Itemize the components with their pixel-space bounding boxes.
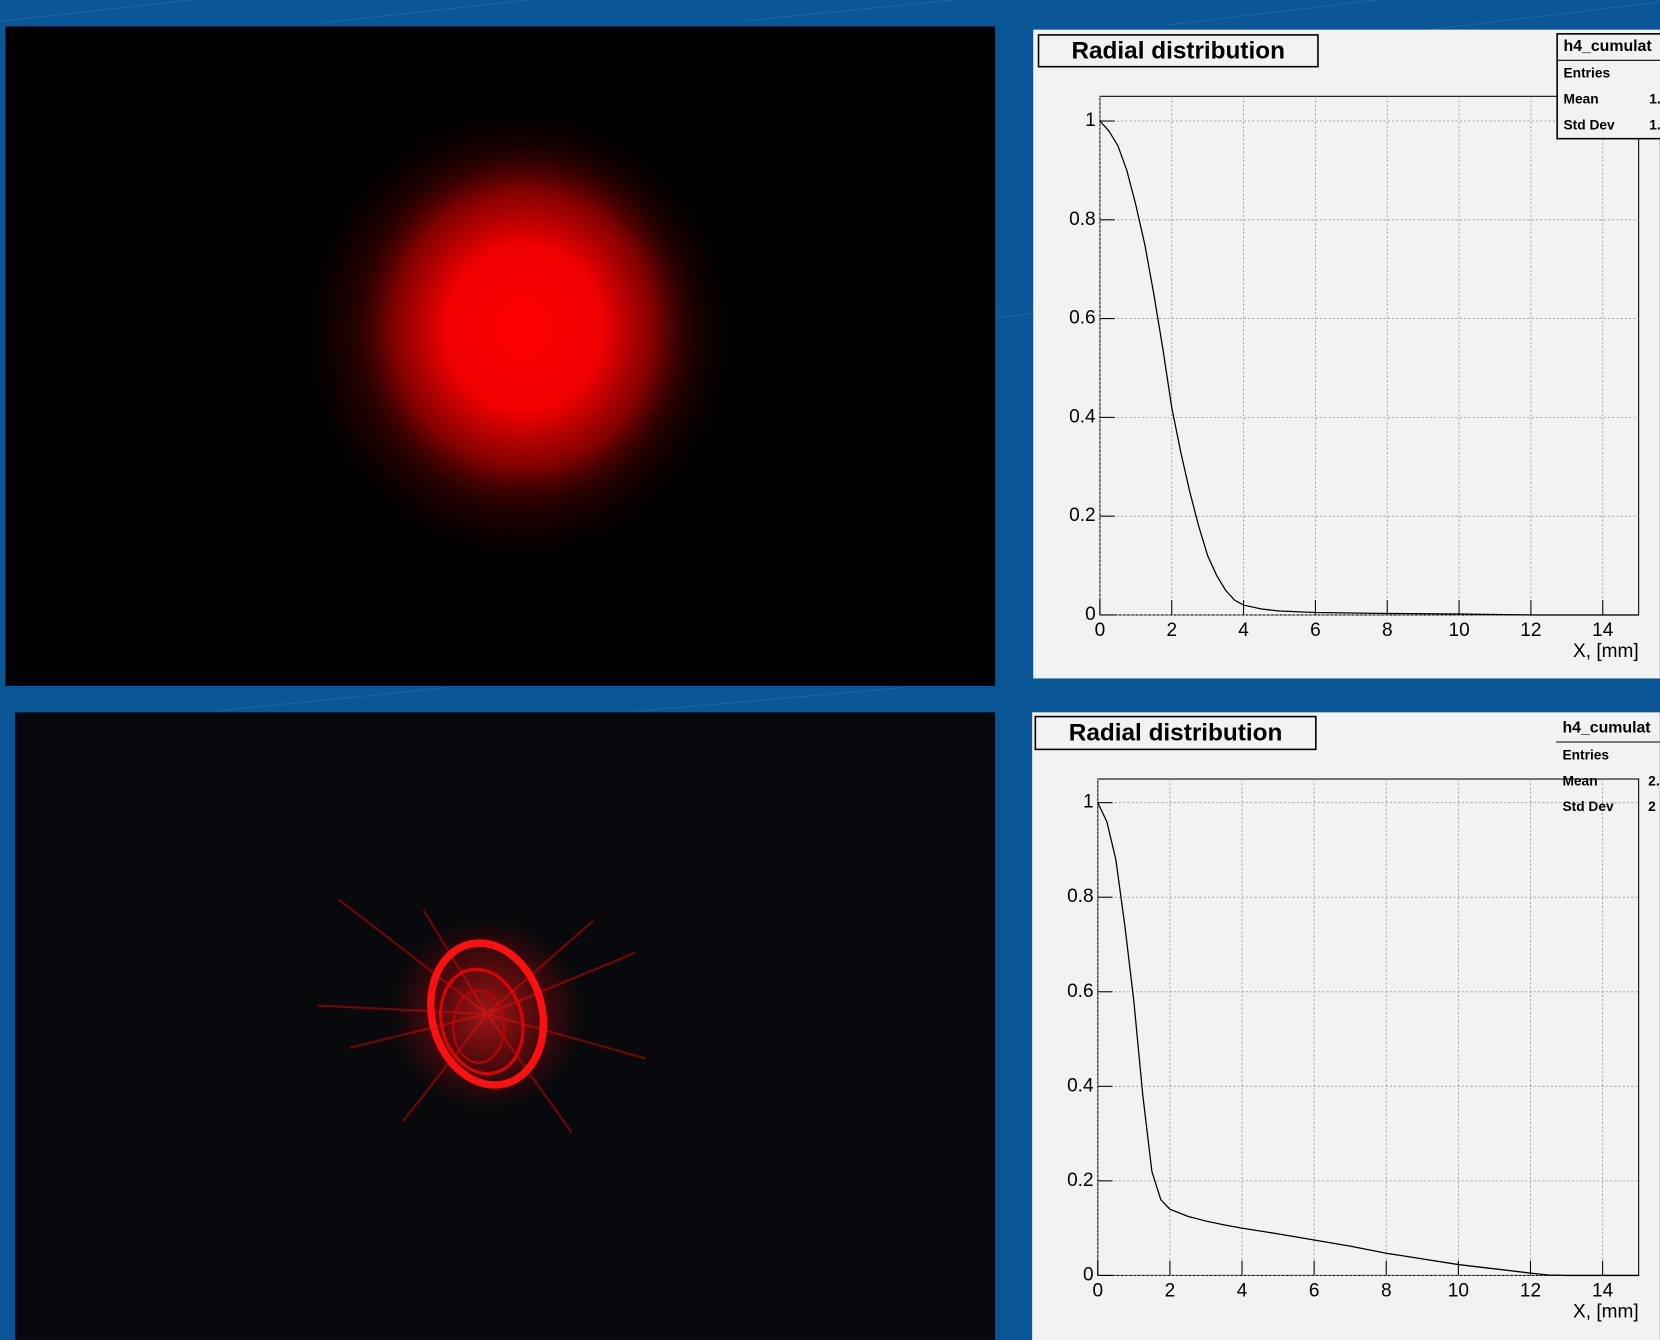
chart-title: Radial distribution xyxy=(1069,719,1283,746)
x-axis-label: X, [mm] xyxy=(1573,1302,1639,1323)
page: {"chart_data": [ {"type": "line", "title… xyxy=(0,0,1660,1340)
x-tick-label: 2 xyxy=(1165,1280,1176,1301)
x-tick-label: 0 xyxy=(1092,1280,1103,1301)
y-tick-label: 0.4 xyxy=(1067,1075,1094,1096)
stats-title: h4_cumulat xyxy=(1562,719,1651,736)
stats-label: Mean xyxy=(1564,92,1599,107)
plot-frame xyxy=(1098,779,1639,1275)
stats-label: Mean xyxy=(1562,773,1597,788)
x-tick-label: 14 xyxy=(1592,1280,1614,1301)
stats-value: 1. xyxy=(1649,92,1660,107)
y-tick-label: 0.2 xyxy=(1069,505,1095,526)
stats-title: h4_cumulat xyxy=(1564,38,1653,55)
x-tick-label: 8 xyxy=(1381,1280,1392,1301)
x-tick-label: 14 xyxy=(1592,620,1614,641)
x-tick-label: 4 xyxy=(1237,1280,1248,1301)
x-tick-label: 10 xyxy=(1448,1280,1469,1301)
stats-label: Entries xyxy=(1562,747,1609,762)
x-tick-label: 6 xyxy=(1309,1280,1320,1301)
x-tick-label: 2 xyxy=(1166,620,1177,641)
x-tick-label: 4 xyxy=(1238,620,1249,641)
chart-title: Radial distribution xyxy=(1071,37,1285,64)
chart-panel: 0 2 4 6 8 10 12 14 0 0.2 0.4 0.6 0.8 1 X, [mm] Radial d… xyxy=(1033,30,1660,679)
photo-diffuse-beam xyxy=(5,26,995,685)
y-tick-label: 0.8 xyxy=(1069,209,1095,230)
stats-value: 2. xyxy=(1648,773,1659,788)
slide: 0246810121400.20.40.60.81X, [mm]Radial d… xyxy=(0,0,1660,1340)
x-axis-label: X, [mm] xyxy=(1573,641,1639,662)
stats-value: 2 xyxy=(1648,799,1656,814)
x-tick-label: 12 xyxy=(1520,1280,1541,1301)
y-tick-label: 0 xyxy=(1085,604,1096,625)
photo-focused-beam xyxy=(15,712,995,1340)
x-tick-label: 12 xyxy=(1520,620,1541,641)
y-tick-label: 0 xyxy=(1083,1264,1094,1285)
y-tick-label: 0.6 xyxy=(1067,981,1093,1002)
y-tick-label: 1 xyxy=(1083,792,1094,813)
stats-value: 1. xyxy=(1649,118,1660,133)
chart-panel: 0 2 4 6 8 10 12 14 0 0.2 0.4 0.6 0.8 1 X, [mm] Radial d… xyxy=(1032,712,1660,1340)
y-tick-label: 0.6 xyxy=(1069,308,1095,329)
y-tick-label: 0.4 xyxy=(1069,406,1096,427)
x-tick-label: 8 xyxy=(1382,620,1393,641)
stats-label: Entries xyxy=(1564,66,1611,81)
y-tick-label: 1 xyxy=(1085,110,1096,131)
y-tick-label: 0.2 xyxy=(1067,1170,1093,1191)
x-tick-label: 6 xyxy=(1310,620,1321,641)
y-tick-label: 0.8 xyxy=(1067,886,1093,907)
x-tick-label: 0 xyxy=(1095,620,1106,641)
stats-label: Std Dev xyxy=(1562,799,1614,814)
stats-label: Std Dev xyxy=(1564,118,1616,133)
plot-frame xyxy=(1100,96,1639,615)
x-tick-label: 10 xyxy=(1448,620,1469,641)
